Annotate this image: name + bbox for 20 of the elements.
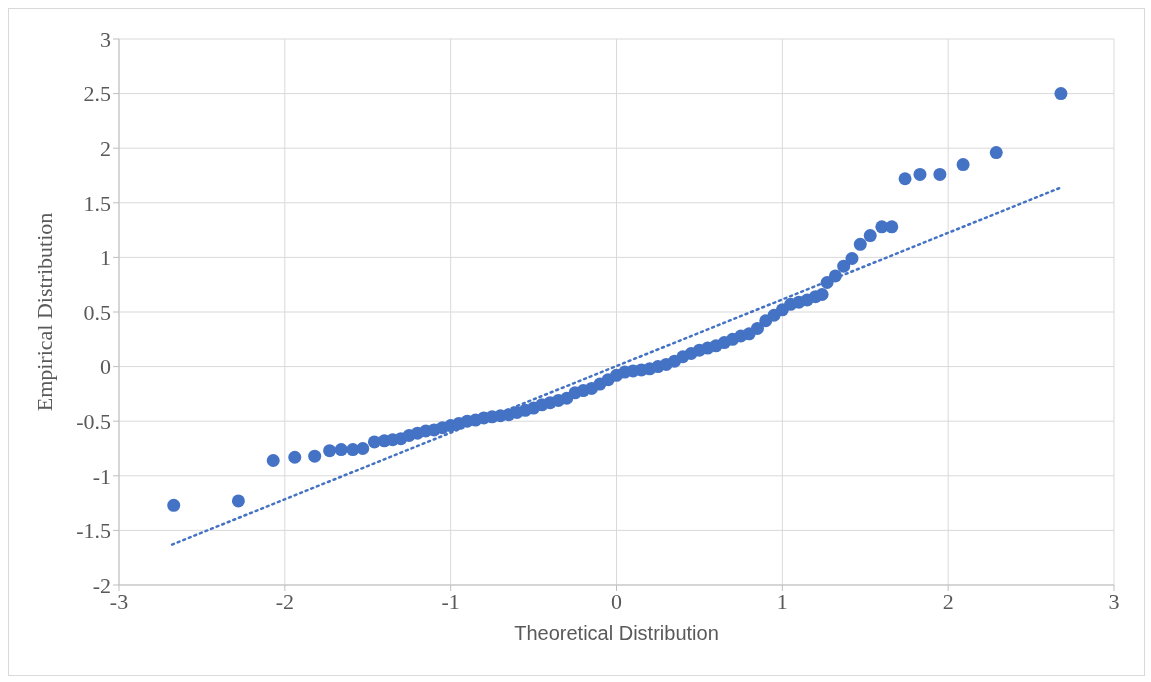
y-tick-label: 0.5 bbox=[83, 299, 111, 325]
y-tick-label: -2 bbox=[92, 572, 111, 598]
x-tick-label: 0 bbox=[611, 588, 622, 614]
y-tick-label: 2 bbox=[100, 136, 111, 162]
x-tick-label: -1 bbox=[441, 588, 460, 614]
y-tick-label: 2.5 bbox=[83, 81, 111, 107]
x-tick-label: 1 bbox=[776, 588, 788, 614]
y-tick-label: 1 bbox=[100, 245, 111, 271]
x-axis-title: Theoretical Distribution bbox=[514, 622, 719, 644]
x-tick-label: 2 bbox=[942, 588, 954, 614]
y-tick-label: -0.5 bbox=[76, 409, 111, 435]
x-tick-label: -3 bbox=[109, 588, 129, 614]
y-tick-label: -1.5 bbox=[76, 518, 111, 544]
y-tick-label: 3 bbox=[100, 26, 111, 52]
y-tick-label: 0 bbox=[100, 354, 111, 380]
y-axis-title: Empirical Distribution bbox=[31, 212, 57, 412]
y-tick-label: -1 bbox=[92, 463, 111, 489]
x-tick-label: 3 bbox=[1108, 588, 1120, 614]
y-tick-label: 1.5 bbox=[83, 190, 111, 216]
x-tick-label: -2 bbox=[275, 588, 294, 614]
